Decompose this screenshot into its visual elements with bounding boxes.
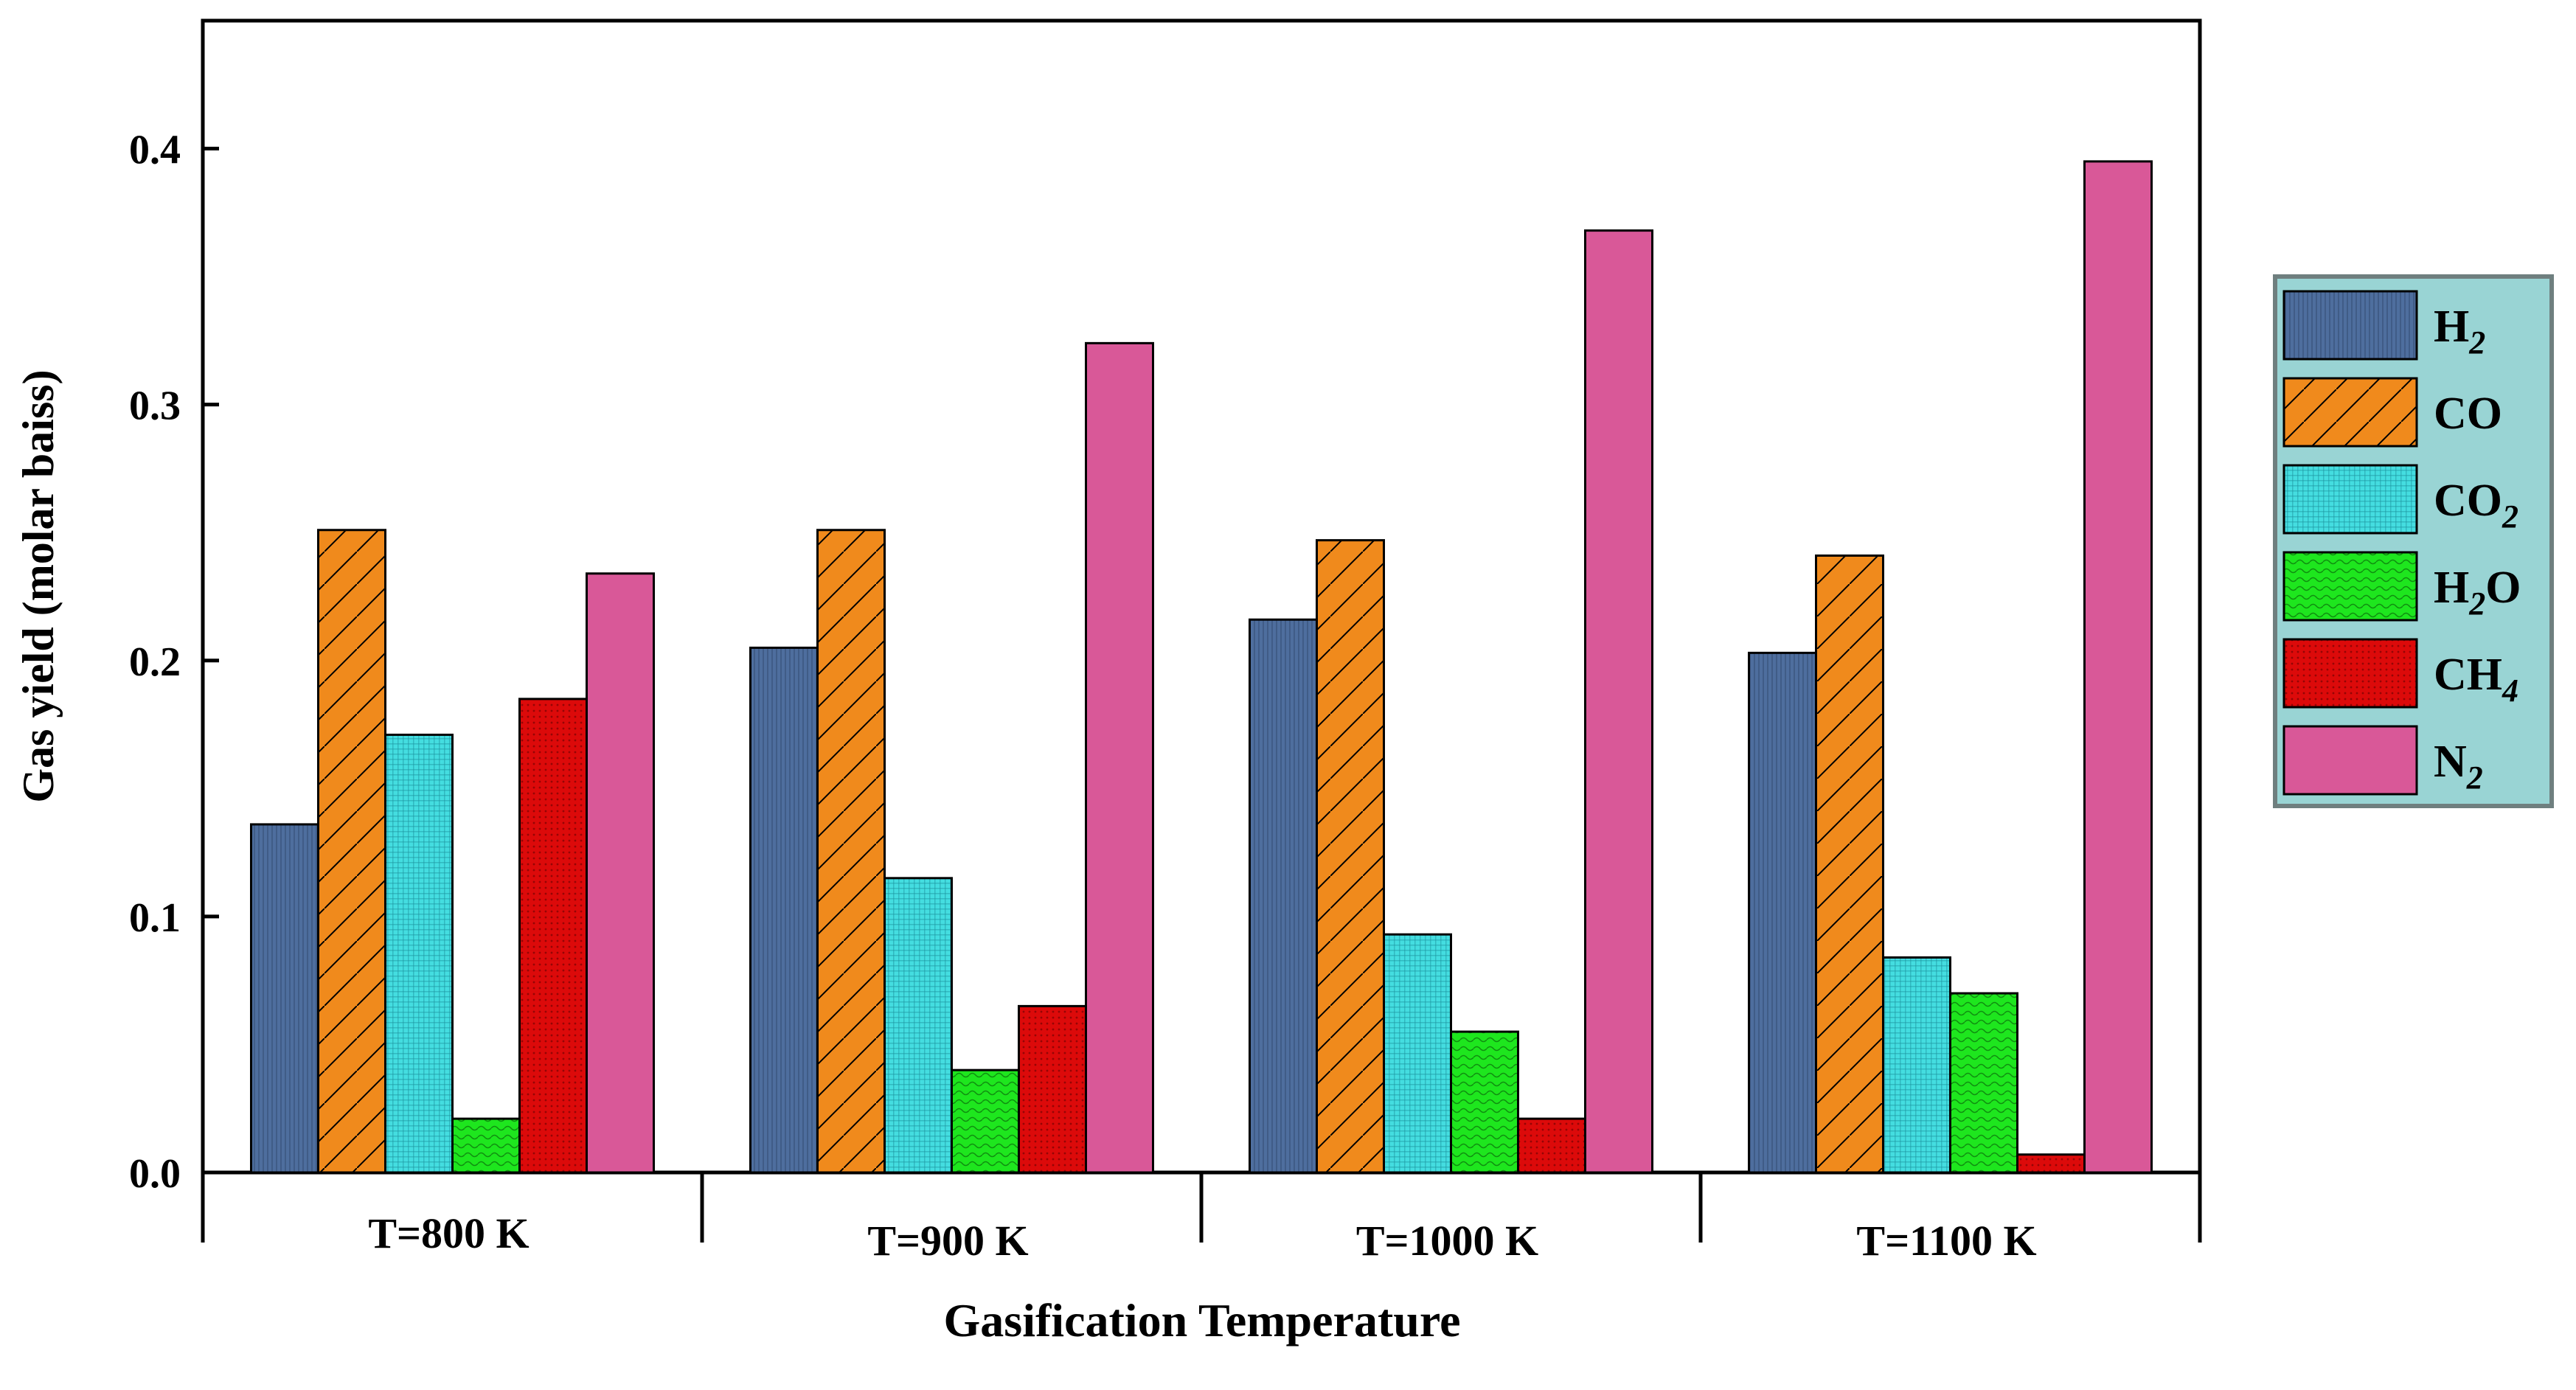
bar-outline	[586, 572, 655, 1174]
bar-outline	[816, 529, 886, 1174]
legend-label-n2: N2	[2434, 737, 2483, 796]
bar-outline	[1085, 341, 1154, 1174]
legend-swatch-outline	[2282, 290, 2418, 361]
y-tick-label: 0.3	[129, 383, 181, 429]
y-tick-label: 0.2	[129, 639, 181, 685]
bar-pattern	[2017, 1154, 2085, 1172]
bar-n2-0	[586, 573, 654, 1172]
legend-swatch-pattern	[2284, 291, 2417, 359]
bar-outline	[1815, 554, 1884, 1174]
bar-pattern	[251, 824, 319, 1172]
bar-pattern	[1018, 1006, 1086, 1172]
bar-outline	[1316, 539, 1385, 1174]
x-axis-title: Gasification Temperature	[944, 1294, 1461, 1346]
y-axis-title: Gas yield (molar baiss)	[14, 369, 63, 802]
bar-pattern	[1950, 993, 2018, 1172]
bar-outline	[1450, 1030, 1519, 1174]
bar-pattern	[1316, 540, 1384, 1172]
x-tick-label: T=1000 K	[1356, 1217, 1538, 1265]
legend-swatch-outline	[2282, 377, 2418, 448]
y-tick-label: 0.0	[129, 1151, 181, 1197]
bar-outline	[1584, 229, 1653, 1174]
x-tick-label: T=800 K	[368, 1209, 529, 1257]
legend-swatch-pattern	[2284, 465, 2417, 533]
bar-pattern	[1249, 619, 1317, 1172]
legend-label-ch4: CH4	[2434, 650, 2518, 709]
bar-outline	[384, 733, 454, 1174]
legend-label-h2: H2	[2434, 302, 2485, 361]
bar-n2-2	[1585, 230, 1653, 1172]
legend-swatch-outline	[2282, 464, 2418, 535]
x-tick-label: T=900 K	[867, 1217, 1028, 1265]
legend-box	[2273, 274, 2554, 808]
legend-label-h2o: H2O	[2434, 563, 2521, 622]
bar-pattern	[884, 878, 952, 1172]
labels-layer: Gasification Temperature Gas yield (mola…	[14, 128, 2037, 1346]
bar-n2-1	[1086, 343, 1153, 1172]
bar-pattern	[385, 734, 453, 1172]
legend-swatch-outline	[2282, 551, 2418, 622]
bar-outline	[1949, 992, 2018, 1174]
legend: H2 CO CO2 H2O CH4 N2	[2273, 274, 2554, 808]
bar-n2-3	[2084, 161, 2152, 1172]
bar-pattern	[318, 529, 386, 1172]
legend-swatch-pattern	[2284, 552, 2417, 620]
x-tick-label: T=1100 K	[1856, 1217, 2036, 1265]
legend-label-co2: CO2	[2434, 476, 2518, 535]
y-tick-label: 0.4	[129, 128, 181, 173]
bar-pattern	[1384, 934, 1451, 1172]
bar-pattern	[750, 647, 818, 1172]
legend-swatch-pattern	[2284, 378, 2417, 446]
bar-pattern	[951, 1070, 1019, 1172]
bar-pattern	[452, 1119, 520, 1172]
legend-label-co: CO	[2434, 389, 2502, 439]
legend-swatch-pattern	[2284, 639, 2417, 707]
legend-swatch-n2	[2284, 726, 2417, 794]
bar-pattern	[1451, 1032, 1518, 1172]
bar-pattern	[1816, 555, 1884, 1172]
y-tick-label: 0.1	[129, 895, 181, 941]
bar-pattern	[1518, 1119, 1586, 1172]
bar-pattern	[519, 698, 587, 1172]
bar-outline	[883, 877, 953, 1174]
bar-outline	[2083, 160, 2153, 1174]
bar-pattern	[1883, 957, 1951, 1172]
bar-pattern	[1749, 653, 1816, 1172]
legend-swatch-outline	[2282, 638, 2418, 709]
bar-pattern	[817, 529, 885, 1172]
bars-layer	[250, 160, 2153, 1174]
legend-swatch-outline	[2282, 725, 2418, 796]
